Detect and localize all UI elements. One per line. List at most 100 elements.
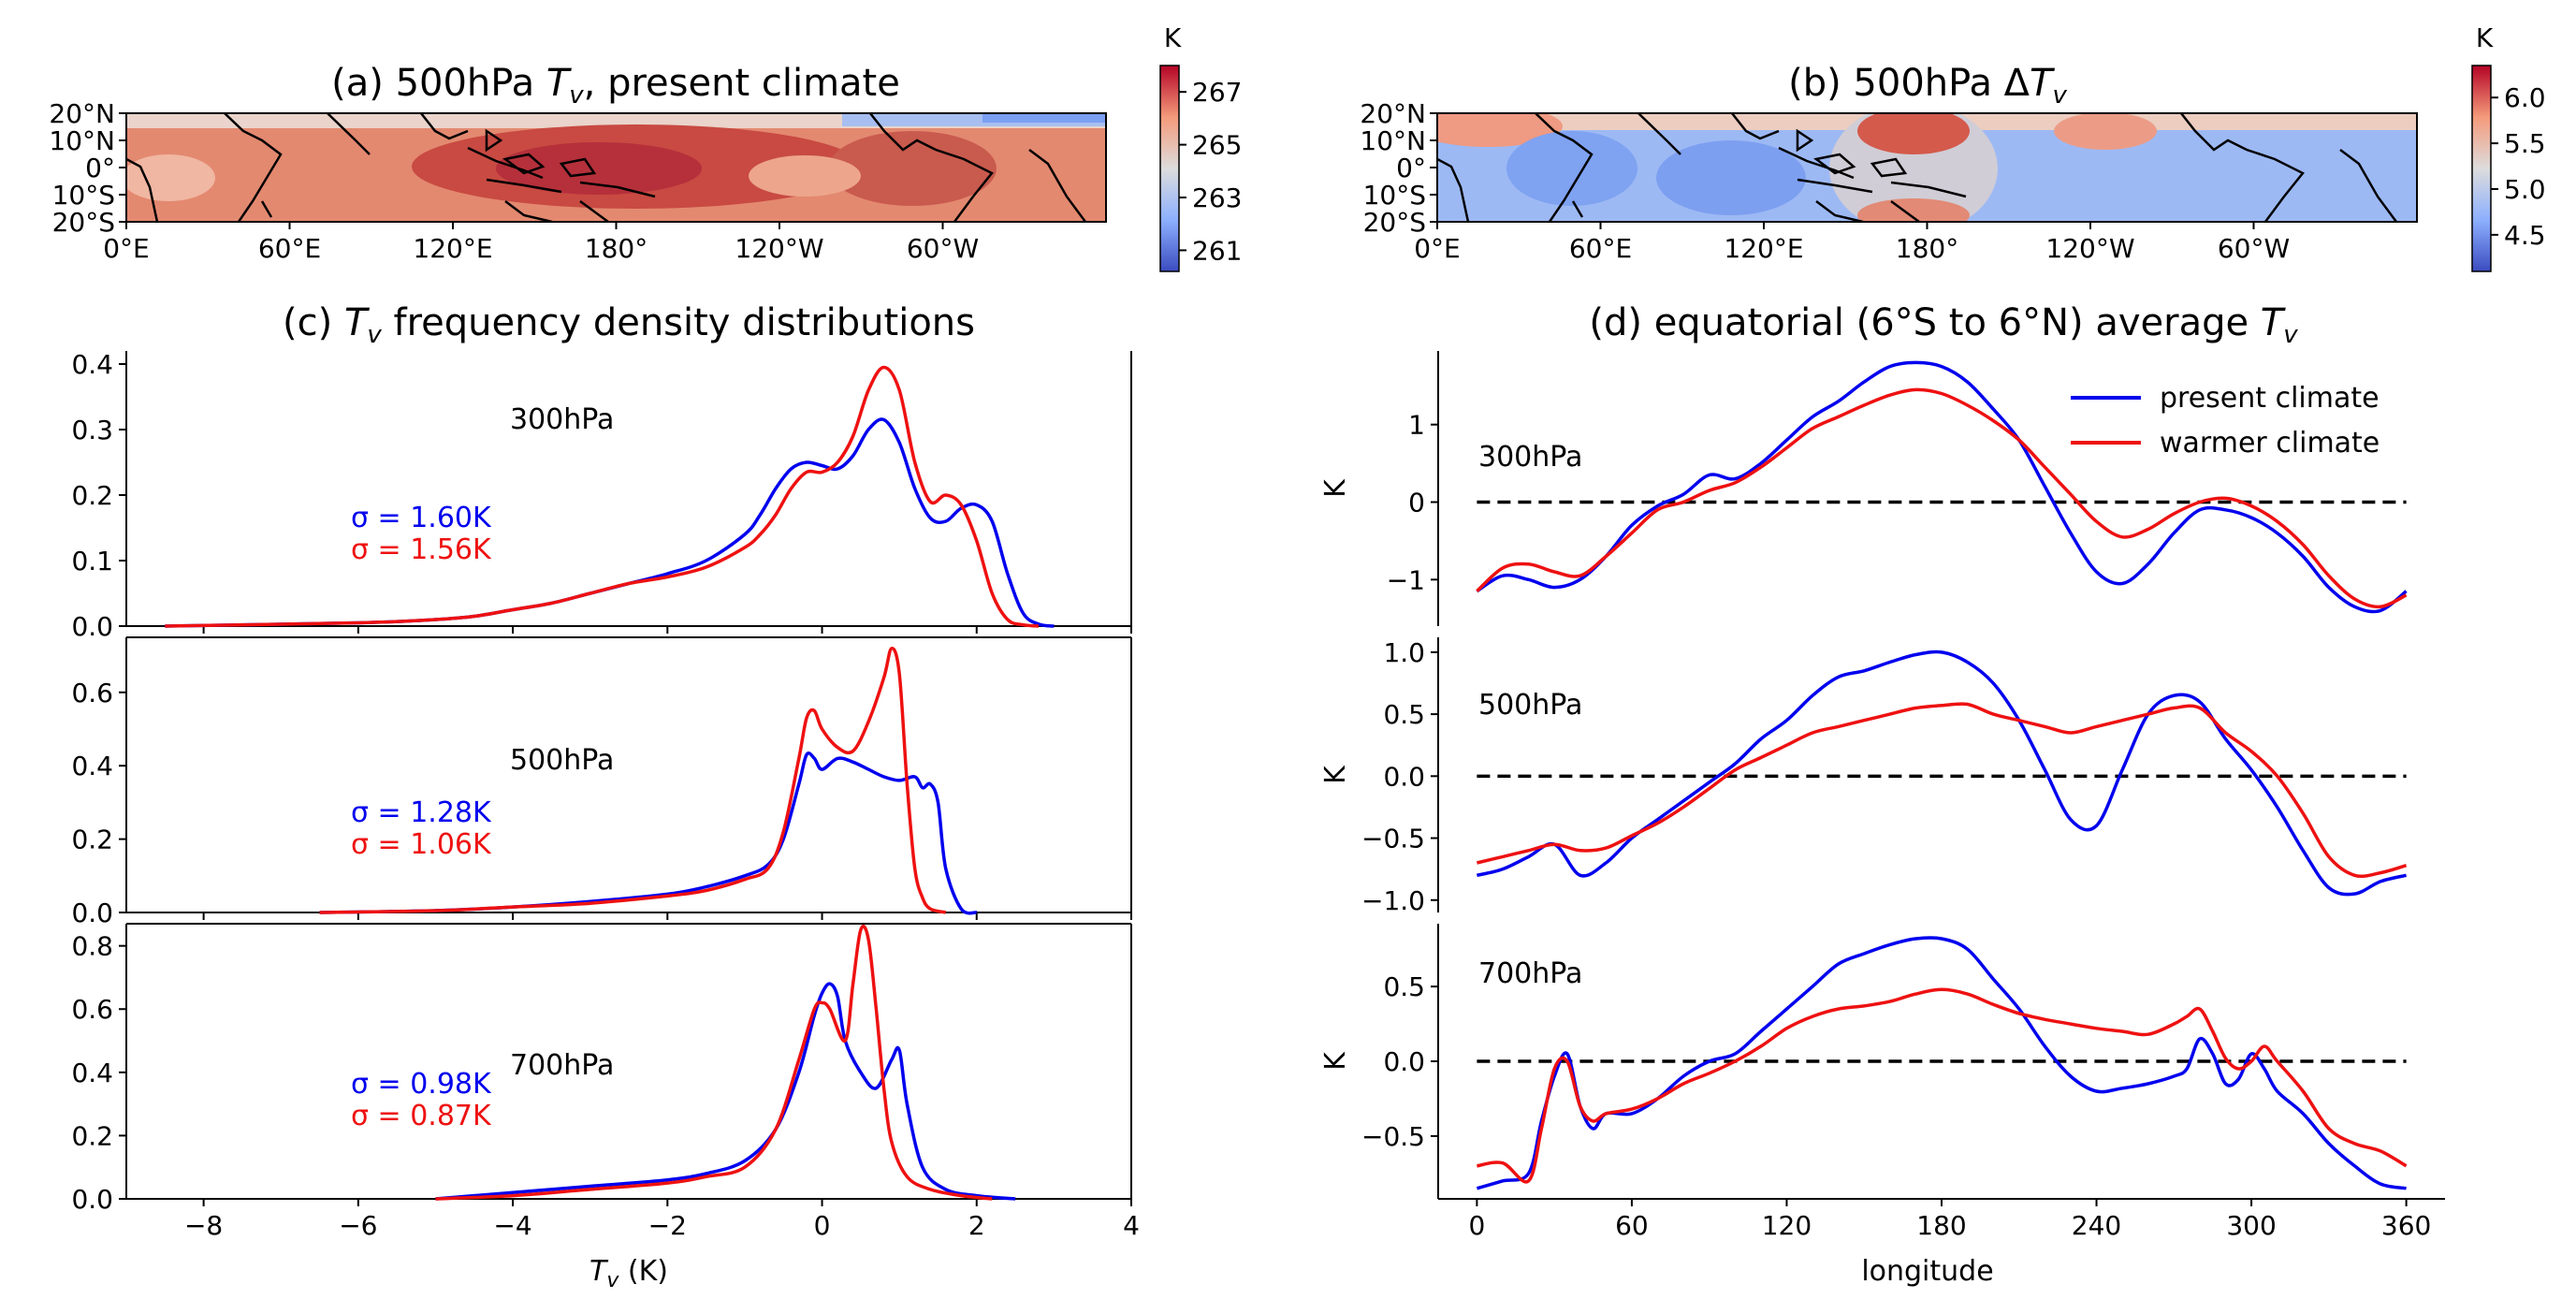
- legend-label-warmer: warmer climate: [2160, 427, 2380, 460]
- map-a-lat-ticks: 20°N10°N0°10°S20°S: [49, 98, 126, 238]
- y-tick-label: 0: [1408, 487, 1425, 518]
- lat-tick-label: 10°S: [52, 180, 115, 211]
- colorbar-tick-label: 267: [1192, 77, 1242, 108]
- lat-tick-label: 0°: [85, 153, 115, 183]
- colorbar-a: K 267 265 263 261: [1159, 22, 1242, 272]
- sigma-present-label: σ = 0.98K: [351, 1068, 492, 1101]
- y-tick-label: 0.3: [71, 415, 113, 445]
- lat-tick-label: 10°N: [49, 125, 115, 156]
- lon-tick-label: 60°W: [2218, 233, 2290, 264]
- x-tick-label: 2: [968, 1210, 985, 1241]
- series-line-present: [165, 417, 1055, 628]
- map-a-coastlines: [126, 113, 1087, 222]
- subplot-d-300: −1 0 1 K 300hPa present climate warmer climate: [1319, 351, 2408, 626]
- lat-tick-label: 20°S: [52, 207, 115, 238]
- x-tick-label: −4: [493, 1210, 531, 1241]
- lat-tick-label: 20°N: [1360, 98, 1426, 129]
- y-tick-label: 0.6: [71, 994, 113, 1025]
- panel-a: (a) 500hPa Tv, present climate: [49, 22, 1242, 272]
- y-tick-label: 0.4: [71, 349, 113, 380]
- x-tick-label: −2: [648, 1210, 687, 1241]
- series-line-warmer: [165, 365, 1040, 628]
- subplot-c-700: 0.0 0.2 0.4 0.6 0.8 −8 −6 −4 −2 0 2 4 700hPa σ = 0.98…: [71, 923, 1140, 1241]
- y-tick-label: 0.2: [71, 1120, 113, 1151]
- series-line-warmer: [435, 925, 993, 1201]
- series-line-warmer: [1477, 987, 2408, 1184]
- panel-b: (b) 500hPa ΔTv: [1360, 22, 2546, 272]
- level-label: 300hPa: [1478, 441, 1582, 474]
- series-line-present: [1476, 650, 2408, 897]
- y-tick-label: −0.5: [1361, 824, 1425, 854]
- colorbar-b-unit: K: [2476, 22, 2494, 53]
- lon-tick-label: 60°E: [258, 233, 321, 264]
- y-tick-label: −0.5: [1361, 1121, 1425, 1152]
- y-tick-label: 0.0: [1383, 761, 1425, 792]
- lon-tick-label: 120°E: [413, 233, 492, 264]
- map-b-lon-ticks: 0°E 60°E 120°E 180° 120°W 60°W: [1414, 222, 2290, 264]
- x-tick-label: −8: [184, 1210, 223, 1241]
- series-line-present: [1476, 360, 2408, 614]
- level-label: 500hPa: [1478, 689, 1582, 722]
- series-line-warmer: [1476, 387, 2408, 609]
- panel-d: −1 0 1 K 300hPa present climate warmer climate…: [1319, 351, 2445, 1288]
- map-a-lon-ticks: 0°E 60°E 120°E 180° 120°W 60°W: [103, 222, 979, 264]
- lat-tick-label: 10°S: [1363, 180, 1426, 211]
- y-axis-label: K: [1319, 478, 1352, 498]
- sigma-present-label: σ = 1.28K: [351, 796, 492, 829]
- y-axis-label: K: [1319, 765, 1352, 784]
- sigma-warmer-label: σ = 1.56K: [351, 533, 492, 566]
- subplot-d-500: −1.0 −0.5 0.0 0.5 1.0 K 500hPa: [1319, 637, 2408, 916]
- panel-c-title: (c) Tv frequency density distributions: [283, 301, 975, 349]
- colorbar-tick-label: 263: [1192, 182, 1242, 213]
- y-tick-label: 0.2: [71, 825, 113, 855]
- y-tick-label: 0.0: [71, 1184, 113, 1215]
- y-tick-label: −1.0: [1361, 885, 1425, 916]
- subplot-d-700: −0.5 0.0 0.5 K 0 60 120 180 240 300 360 700hPa: [1319, 924, 2445, 1241]
- series-line-warmer: [1476, 702, 2408, 879]
- colorbar-tick-label: 265: [1192, 130, 1242, 161]
- colorbar-tick-label: 5.5: [2504, 128, 2546, 159]
- panel-c-xlabel: Tv (K): [589, 1255, 668, 1292]
- map-a-field: [126, 113, 1106, 222]
- y-tick-label: 0.5: [1383, 971, 1425, 1002]
- x-tick-label: 300: [2226, 1210, 2276, 1241]
- lat-tick-label: 20°N: [49, 98, 115, 129]
- colorbar-tick-label: 6.0: [2504, 82, 2546, 113]
- legend-label-present: present climate: [2160, 382, 2380, 415]
- lon-tick-label: 60°E: [1569, 233, 1632, 264]
- lon-tick-label: 0°E: [103, 233, 150, 264]
- y-tick-label: 0.4: [71, 751, 113, 781]
- lon-tick-label: 60°W: [907, 233, 979, 264]
- panel-d-xlabel: longitude: [1861, 1255, 1993, 1288]
- x-tick-label: 360: [2381, 1210, 2431, 1241]
- y-tick-label: −1: [1387, 564, 1425, 595]
- lat-tick-label: 10°N: [1360, 125, 1426, 156]
- lon-tick-label: 120°W: [2045, 233, 2134, 264]
- x-tick-label: 120: [1762, 1210, 1812, 1241]
- y-tick-label: 0.0: [71, 898, 113, 928]
- y-tick-label: 1.0: [1383, 637, 1425, 668]
- level-label: 300hPa: [510, 403, 614, 436]
- series-line-present: [319, 752, 978, 915]
- colorbar-a-unit: K: [1164, 22, 1182, 53]
- x-tick-label: 240: [2072, 1210, 2121, 1241]
- lat-tick-label: 0°: [1396, 153, 1426, 183]
- x-tick-label: 180: [1916, 1210, 1966, 1241]
- colorbar-tick-label: 5.0: [2504, 174, 2546, 205]
- y-tick-label: 0.2: [71, 480, 113, 511]
- lon-tick-label: 180°: [585, 233, 648, 264]
- lon-tick-label: 120°W: [735, 233, 823, 264]
- y-tick-label: 0.0: [71, 611, 113, 642]
- y-tick-label: 0.4: [71, 1058, 113, 1088]
- lon-tick-label: 180°: [1896, 233, 1958, 264]
- x-tick-label: 0: [1468, 1210, 1485, 1241]
- y-tick-label: 0.0: [1383, 1046, 1425, 1077]
- level-label: 700hPa: [510, 1049, 614, 1082]
- x-tick-label: −6: [339, 1210, 377, 1241]
- y-tick-label: 0.1: [71, 546, 113, 577]
- colorbar-tick-label: 4.5: [2504, 220, 2546, 251]
- y-tick-label: 0.8: [71, 931, 113, 962]
- series-line-present: [1476, 936, 2407, 1190]
